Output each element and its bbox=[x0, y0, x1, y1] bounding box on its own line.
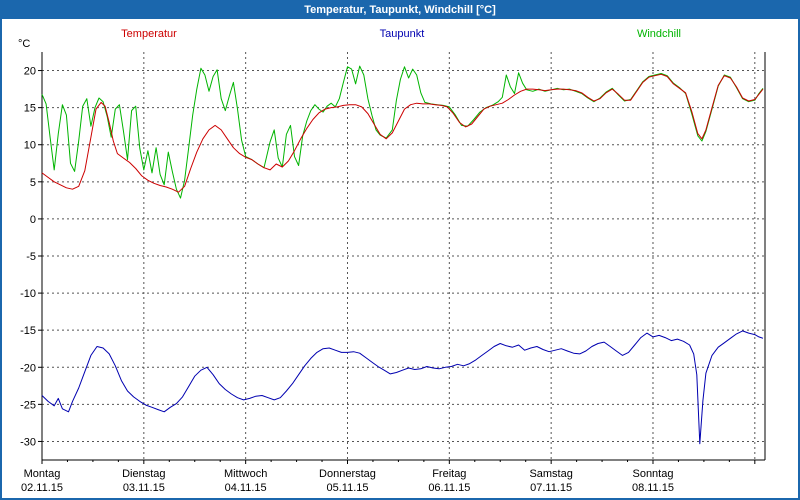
series-line-taupunkt bbox=[41, 330, 764, 445]
x-day-label: Mittwoch bbox=[224, 468, 267, 480]
x-date-label: 03.11.15 bbox=[123, 482, 165, 494]
y-axis-unit-label: °C bbox=[18, 38, 31, 50]
x-date-label: 02.11.15 bbox=[21, 482, 63, 494]
x-day-label: Samstag bbox=[529, 468, 572, 480]
y-tick-label: -5 bbox=[26, 251, 36, 263]
x-date-label: 08.11.15 bbox=[632, 482, 674, 494]
x-day-label: Dienstag bbox=[122, 468, 165, 480]
x-day-label: Sonntag bbox=[632, 468, 673, 480]
y-tick-label: -25 bbox=[20, 399, 36, 411]
y-tick-label: -10 bbox=[20, 288, 36, 300]
y-tick-label: -20 bbox=[20, 362, 36, 374]
y-tick-label: 10 bbox=[24, 140, 36, 152]
legend-temperatur: Temperatur bbox=[121, 28, 177, 40]
x-date-label: 06.11.15 bbox=[428, 482, 470, 494]
y-tick-label: -15 bbox=[20, 325, 36, 337]
series-line-temperatur bbox=[41, 73, 764, 193]
legend-taupunkt: Taupunkt bbox=[379, 28, 425, 40]
x-day-label: Montag bbox=[24, 468, 61, 480]
series-line-windchill bbox=[41, 65, 764, 199]
title-bar: Temperatur, Taupunkt, Windchill [°C] bbox=[2, 2, 798, 19]
y-tick-label: 0 bbox=[30, 214, 36, 226]
y-tick-label: 15 bbox=[24, 103, 36, 115]
x-day-label: Donnerstag bbox=[319, 468, 376, 480]
legend-windchill: Windchill bbox=[636, 28, 681, 40]
x-date-label: 07.11.15 bbox=[530, 482, 572, 494]
y-tick-label: 20 bbox=[24, 66, 36, 78]
x-day-label: Freitag bbox=[432, 468, 466, 480]
page-title: Temperatur, Taupunkt, Windchill [°C] bbox=[304, 4, 496, 16]
x-date-label: 05.11.15 bbox=[326, 482, 368, 494]
x-date-label: 04.11.15 bbox=[225, 482, 267, 494]
y-tick-label: 5 bbox=[30, 177, 36, 189]
y-tick-label: -30 bbox=[20, 436, 36, 448]
